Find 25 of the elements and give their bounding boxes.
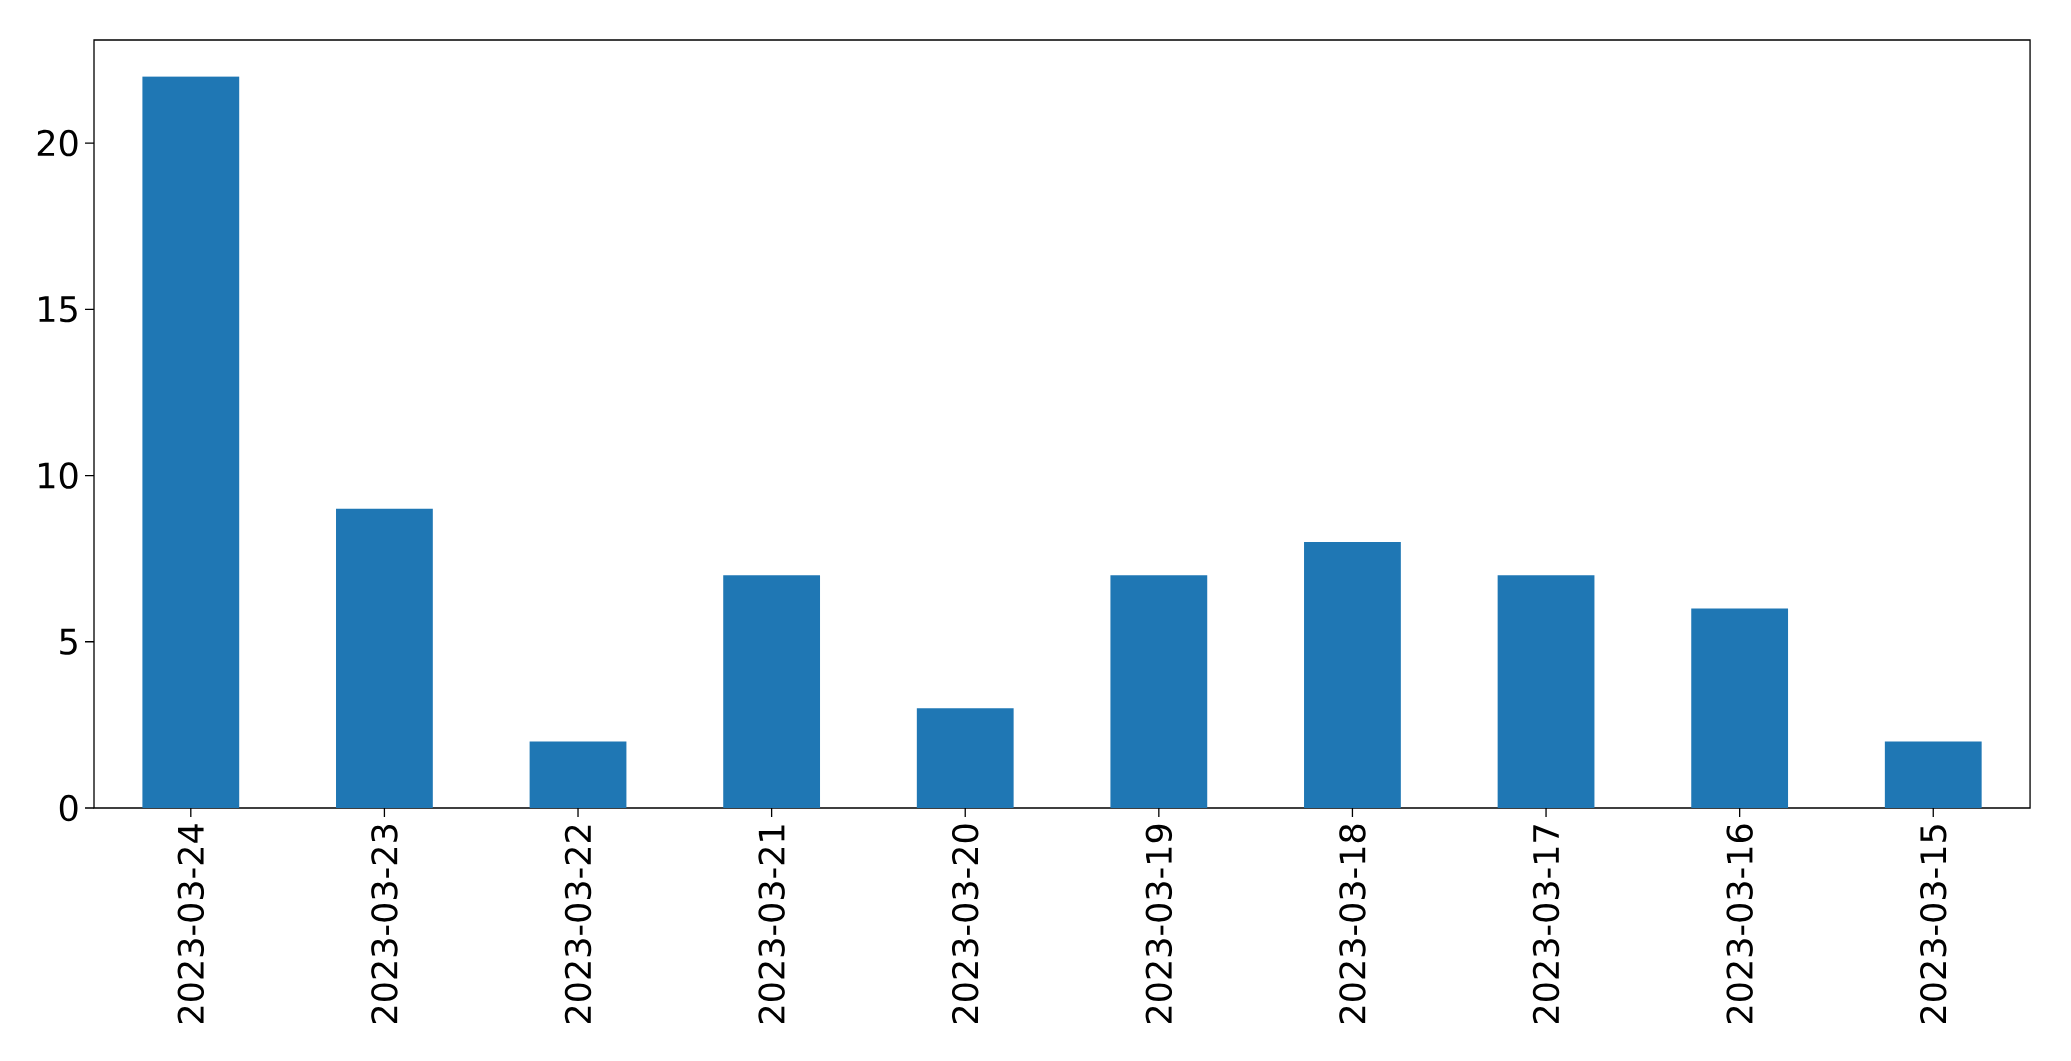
y-tick-label: 20	[37, 129, 78, 157]
x-tick-label: 2023-03-16	[1726, 824, 1753, 1024]
y-tick-label: 15	[39, 296, 77, 323]
x-tick-label: 2023-03-15	[1920, 825, 1947, 1024]
bar	[916, 708, 1014, 808]
x-tick-label: 2023-03-21	[758, 825, 785, 1024]
bar	[1884, 741, 1982, 808]
bar	[142, 76, 240, 808]
x-tick-label: 2023-03-22	[564, 825, 592, 1024]
x-tick-label: 2023-03-24	[177, 824, 205, 1024]
bar	[1497, 575, 1595, 808]
x-tick-label: 2023-03-17	[1532, 825, 1560, 1024]
bar	[1304, 542, 1401, 808]
x-tick-label: 2023-03-20	[951, 824, 979, 1024]
x-tick-label: 2023-03-19	[1145, 824, 1173, 1024]
bar	[529, 741, 627, 808]
y-tick-label: 10	[39, 462, 78, 489]
x-tick-label: 2023-03-23	[371, 825, 398, 1024]
bar	[1691, 608, 1789, 808]
y-tick-label: 5	[60, 628, 77, 655]
x-tick-label: 2023-03-18	[1339, 824, 1366, 1024]
y-tick-label: 0	[59, 794, 78, 822]
bar	[336, 508, 433, 808]
bar	[1110, 575, 1208, 808]
bar	[723, 575, 821, 808]
